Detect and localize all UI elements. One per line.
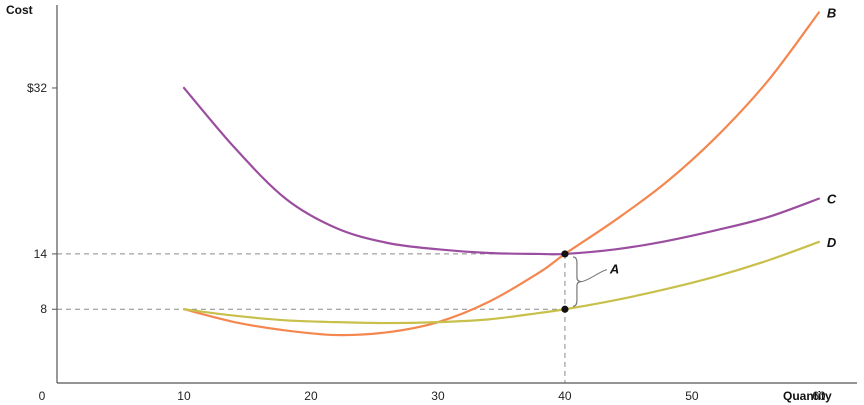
y-axis-title: Cost (6, 3, 33, 17)
x-ticks: 0 10 20 30 40 50 60 (39, 389, 826, 403)
y-tick-label: 8 (40, 302, 47, 316)
series-line-b (182, 11, 821, 337)
annotation-label: A (609, 262, 619, 277)
data-point (561, 305, 569, 313)
series-label-c: C (827, 192, 837, 207)
y-ticks: 8 14 $32 (27, 81, 57, 316)
axes (56, 5, 857, 384)
x-tick-label: 30 (431, 389, 445, 403)
x-tick-label: 20 (304, 389, 318, 403)
series-layer: B C D (182, 5, 837, 337)
points-layer (561, 250, 569, 313)
x-tick-label: 0 (39, 389, 46, 403)
x-tick-label: 50 (685, 389, 699, 403)
series-label-d: D (827, 235, 837, 250)
series-line-d (182, 240, 821, 325)
y-tick-label: $32 (27, 81, 47, 95)
x-tick-label: 10 (177, 389, 191, 403)
annotation-leader (581, 269, 608, 283)
bracket-layer: A (572, 256, 619, 307)
annotation-bracket (572, 256, 582, 307)
x-axis-title: Quantity (783, 389, 832, 403)
series-label-b: B (827, 5, 836, 20)
y-tick-label: 14 (34, 247, 48, 261)
reference-lines (57, 253, 566, 383)
x-tick-label: 60 (812, 389, 826, 403)
series-line-c (182, 86, 821, 256)
data-point (561, 250, 569, 258)
x-tick-label: 40 (558, 389, 572, 403)
